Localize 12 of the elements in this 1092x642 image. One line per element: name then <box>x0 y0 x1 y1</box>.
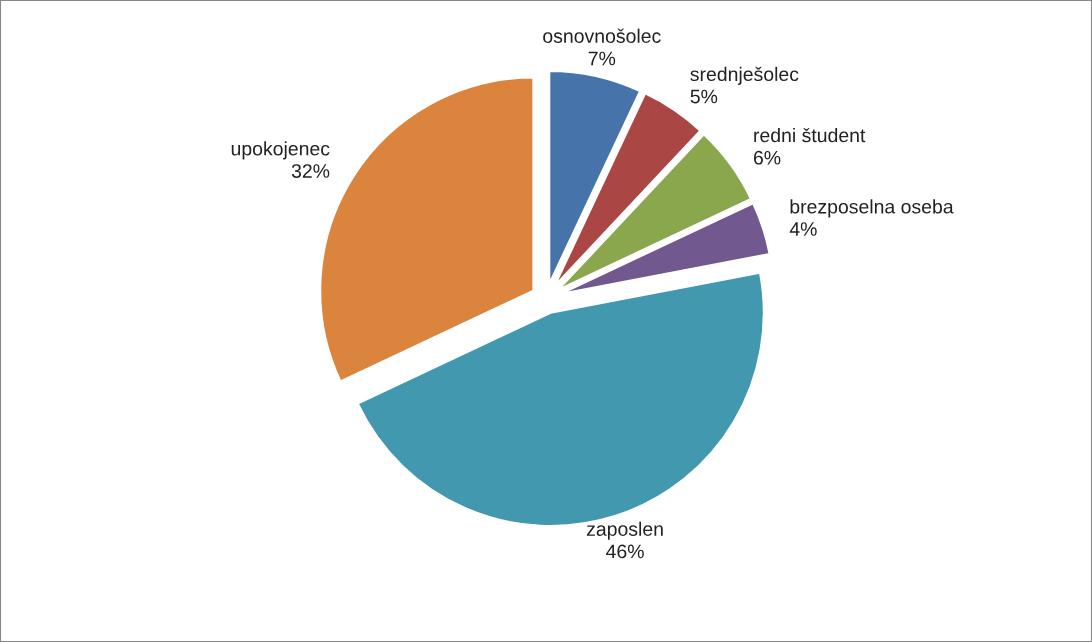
slice-label: brezposelna oseba <box>790 199 954 218</box>
slice-label: zaposlen <box>586 521 663 540</box>
data-label: 46% <box>606 544 644 559</box>
data-label: 32% <box>291 164 330 178</box>
data-label: 5% <box>690 89 718 104</box>
data-label: 7% <box>588 51 616 66</box>
slice-label: osnovnošolec <box>543 28 661 43</box>
data-label: 6% <box>753 150 781 165</box>
slice-label: upokojenec <box>231 141 330 160</box>
slice-label: srednješolec <box>690 66 799 85</box>
data-label: 4% <box>789 222 817 236</box>
slice-label: redni študent <box>754 127 866 143</box>
